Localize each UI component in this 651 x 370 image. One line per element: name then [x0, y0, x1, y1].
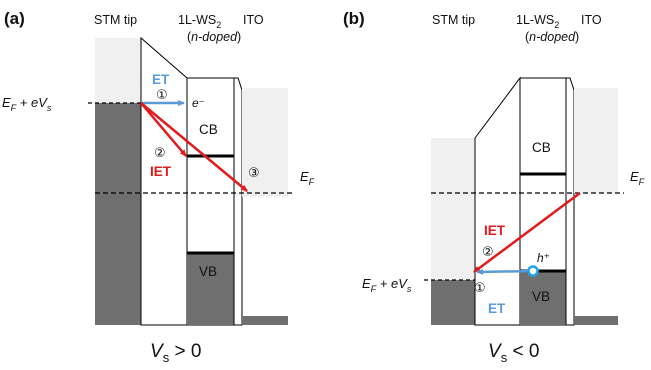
panel-a-ito-filled: [242, 316, 288, 325]
panel-b-cb-label: CB: [532, 140, 551, 155]
panel-a-ito-number: ③: [248, 165, 260, 180]
panel-a-header-tip: STM tip: [94, 13, 137, 27]
panel-a-cb-label: CB: [199, 122, 218, 137]
panel-a-header-doping: (n-doped): [187, 30, 241, 44]
panel-b-condition: Vs < 0: [488, 341, 539, 365]
panel-a-ito-ef: [242, 193, 288, 197]
panel-a-iet-number: ②: [154, 145, 166, 160]
panel-a-tip-filled: [95, 103, 141, 325]
panel-b-tip-filled: [431, 280, 475, 325]
panel-a: (a) STM tip 1L-WS2 (n-doped) ITO CB VB E…: [2, 9, 315, 365]
panel-b-ws2-vb-fill: [520, 271, 566, 325]
panel-a-condition: Vs > 0: [150, 341, 201, 365]
panel-b-vb-label: VB: [532, 289, 550, 304]
panel-b-et-number: ①: [474, 280, 486, 295]
panel-a-ws2-vb-fill: [187, 253, 234, 325]
panel-b-header-ito: ITO: [581, 13, 602, 27]
panel-b-iet-label: IET: [484, 223, 506, 238]
panel-a-ito-empty: [242, 88, 288, 193]
panel-b-label: (b): [343, 9, 365, 28]
panel-a-interface-barrier: [233, 77, 243, 326]
panel-a-iet-arrow-cb: [140, 102, 187, 157]
panel-b-hole-marker: [527, 265, 539, 277]
panel-a-vb-label: VB: [199, 264, 217, 279]
panel-b-hole-label: h⁺: [537, 251, 550, 265]
panel-a-et-number: ①: [156, 87, 168, 102]
panel-b-bias-label: EF + eVs: [362, 276, 412, 294]
panel-a-label: (a): [4, 9, 25, 28]
panel-b-iet-arrow: [473, 191, 581, 274]
panel-b-et-arrow: [476, 268, 534, 275]
panel-a-electron: e⁻: [192, 96, 205, 110]
panel-b-ef-label: EF: [630, 169, 645, 187]
panel-b-ito-empty: [574, 88, 618, 193]
panel-a-iet-arrow-ito: [140, 102, 248, 192]
panel-b-header-ws2: 1L-WS2: [516, 13, 559, 30]
panel-b-header-tip: STM tip: [432, 13, 475, 27]
panel-b-header-doping: (n-doped): [525, 30, 579, 44]
panel-a-bias-label: EF + eVs: [2, 95, 52, 113]
panel-b-et-label: ET: [488, 301, 506, 316]
panel-b: (b) STM tip 1L-WS2 (n-doped) ITO CB VB E…: [343, 9, 645, 365]
panel-a-header-ws2: 1L-WS2: [178, 13, 221, 30]
panel-a-iet-label: IET: [150, 164, 172, 179]
panel-b-ito-filled: [574, 316, 618, 325]
panel-a-header-ito: ITO: [243, 13, 264, 27]
panel-a-ef-label: EF: [300, 169, 315, 187]
panel-b-iet-number: ②: [482, 244, 494, 259]
panel-a-et-label: ET: [152, 72, 170, 87]
